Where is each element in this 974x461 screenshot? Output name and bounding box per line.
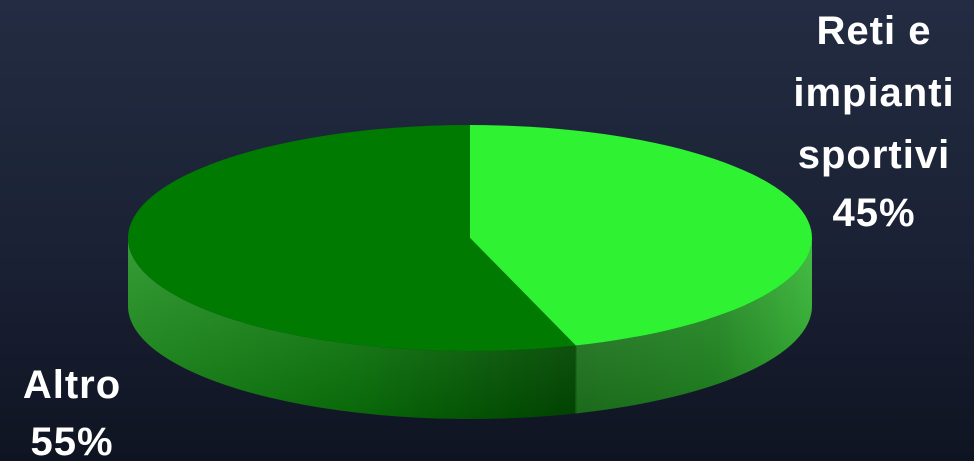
slice-label-reti-line-1: Reti e: [817, 9, 932, 53]
pie-top-slice-1: [128, 125, 576, 351]
slice-percent-reti: 45%: [832, 191, 915, 235]
slice-label-reti-line-2: impianti: [793, 71, 954, 115]
slice-percent-altro: 55%: [30, 420, 113, 461]
pie-side-walls: [128, 238, 812, 420]
pie-rim-shade: [128, 238, 812, 419]
slice-label-altro: Altro: [23, 363, 121, 407]
slice-label-reti-line-3: sportivi: [798, 133, 950, 177]
pie-top-faces: [128, 125, 813, 351]
pie-top-slice-0: [470, 125, 813, 346]
